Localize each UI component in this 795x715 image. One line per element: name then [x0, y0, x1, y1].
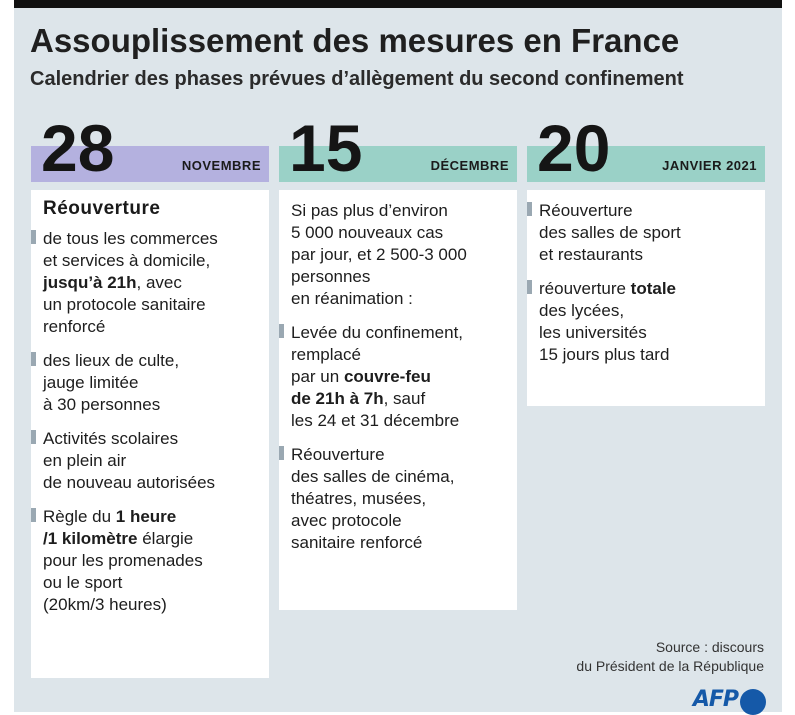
- page-subtitle: Calendrier des phases prévues d’allègeme…: [30, 68, 684, 90]
- bullet-marker: [279, 446, 284, 460]
- month-label-january: JANVIER 2021: [662, 158, 757, 173]
- month-label-december: DÉCEMBRE: [430, 158, 509, 173]
- list-item: des lieux de culte, jauge limitée à 30 p…: [31, 350, 269, 416]
- bullet-marker: [527, 280, 532, 294]
- day-number-november: 28: [41, 111, 115, 185]
- infographic-panel: Assouplissement des mesures en France Ca…: [14, 8, 782, 715]
- list-item: Réouverture des salles de sport et resta…: [527, 200, 765, 266]
- date-band-december: [279, 146, 517, 182]
- bullet-marker: [279, 324, 284, 338]
- card-january: Réouverture des salles de sport et resta…: [527, 190, 765, 406]
- card-december: Si pas plus d’environ 5 000 nouveaux cas…: [279, 190, 517, 610]
- bullet-marker: [31, 430, 36, 444]
- month-label-november: NOVEMBRE: [181, 158, 261, 173]
- card-november: Réouverture de tous les commerces et ser…: [31, 190, 269, 678]
- card-heading: Réouverture: [43, 198, 161, 219]
- list-item: Règle du 1 heure /1 kilomètre élargie po…: [31, 506, 269, 616]
- top-border: [14, 0, 782, 8]
- afp-logo: AFP: [693, 687, 766, 715]
- list-item: réouverture totale des lycées, les unive…: [527, 278, 765, 366]
- bold-segment-line: jusqu’à 21h, avec: [43, 273, 182, 292]
- day-number-december: 15: [289, 111, 363, 185]
- infographic-frame: Assouplissement des mesures en France Ca…: [14, 0, 782, 715]
- list-item: de tous les commerces et services à domi…: [31, 228, 269, 338]
- afp-logo-text: AFP: [692, 687, 739, 712]
- bullet-marker: [31, 230, 36, 244]
- day-number-january: 20: [537, 111, 611, 185]
- list-item: Réouverture des salles de cinéma, théatr…: [279, 444, 517, 554]
- bullet-marker: [31, 508, 36, 522]
- afp-logo-dot-icon: [740, 688, 766, 715]
- bullet-marker: [527, 202, 532, 216]
- bullet-marker: [31, 352, 36, 366]
- date-band-november: [31, 146, 269, 182]
- card-intro: Si pas plus d’environ 5 000 nouveaux cas…: [291, 201, 467, 308]
- list-item: Levée du confinement, remplacé par un co…: [279, 322, 517, 432]
- source-note: Source : discours du Président de la Rép…: [576, 639, 764, 674]
- page-title: Assouplissement des mesures en France: [30, 22, 680, 59]
- list-item: Activités scolaires en plein air de nouv…: [31, 428, 269, 494]
- date-band-january: [527, 146, 765, 182]
